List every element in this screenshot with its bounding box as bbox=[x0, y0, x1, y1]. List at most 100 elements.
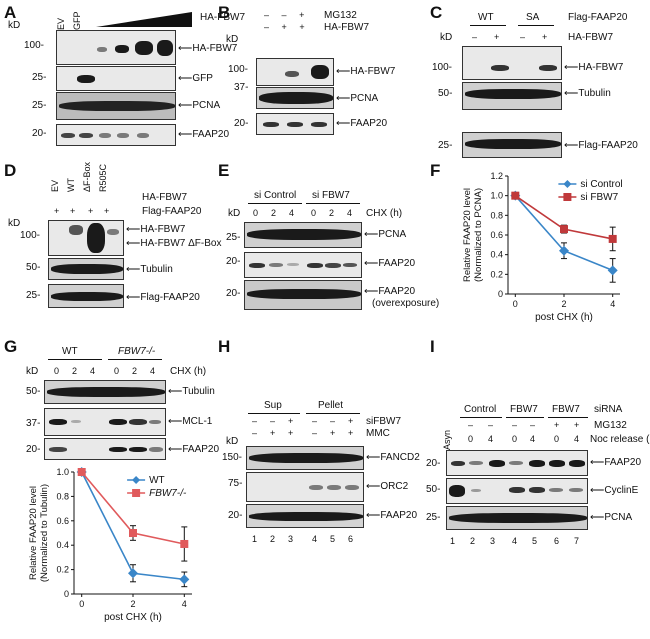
row-label: HA-FBW7 bbox=[568, 32, 613, 43]
marker: 75- bbox=[228, 478, 243, 489]
band-label: ⟵FAAP20 bbox=[178, 129, 230, 140]
data-point bbox=[77, 468, 86, 476]
marker: 25- bbox=[32, 100, 47, 111]
panel-label: B bbox=[218, 3, 231, 22]
band-label: ⟵CyclinE bbox=[590, 485, 639, 496]
titration-wedge bbox=[96, 12, 192, 27]
marker: 25- bbox=[426, 512, 441, 523]
kd-label: kD bbox=[226, 436, 239, 447]
band-label: ⟵Tubulin bbox=[126, 264, 173, 275]
panel-label: F bbox=[430, 161, 441, 180]
legend-marker bbox=[132, 489, 141, 497]
marker: 100- bbox=[228, 64, 249, 75]
band-label: ⟵MCL-1 bbox=[168, 416, 213, 427]
blot-gfp bbox=[56, 66, 176, 91]
band-label: ⟵PCNA bbox=[336, 93, 379, 104]
sign-row: – – + bbox=[264, 10, 305, 20]
y-tick-label: 0.2 bbox=[56, 565, 69, 575]
blot-mcl1 bbox=[44, 408, 166, 436]
band-label: ⟵Flag-FAAP20 bbox=[564, 140, 638, 151]
y-tick-label: 0.4 bbox=[490, 250, 503, 260]
blot-faap20 bbox=[56, 124, 176, 146]
band-label: ⟵HA-FBW7 bbox=[564, 62, 624, 73]
data-point bbox=[128, 568, 138, 579]
kd-label: kD bbox=[8, 20, 21, 31]
blot-flag-faap20 bbox=[48, 284, 124, 308]
data-point bbox=[607, 265, 618, 276]
lane-label: EV bbox=[56, 17, 66, 30]
sign-row: – + + bbox=[264, 22, 305, 32]
blot-pcna bbox=[446, 506, 588, 530]
marker: 50- bbox=[426, 484, 441, 495]
band-label: ⟵HA-FBW7 bbox=[178, 43, 238, 54]
lane-label: R505C bbox=[98, 163, 108, 192]
legend-label: si Control bbox=[580, 179, 622, 190]
marker: 50- bbox=[438, 88, 453, 99]
group-row-label: siRNA bbox=[594, 404, 623, 415]
blot-ha-fbw7 bbox=[256, 58, 334, 86]
band-label: ⟵FAAP20 bbox=[366, 510, 418, 521]
blot-tubulin bbox=[44, 380, 166, 404]
marker: 25- bbox=[438, 140, 453, 151]
blot-ha-fbw7 bbox=[56, 30, 176, 65]
legend-label: si FBW7 bbox=[580, 192, 618, 203]
marker: 37- bbox=[234, 82, 249, 93]
y-axis-label: Relative FAAP20 level bbox=[28, 486, 39, 580]
marker: 100- bbox=[24, 40, 45, 51]
data-point bbox=[608, 234, 617, 243]
marker: 20- bbox=[226, 256, 241, 267]
band-label: ⟵HA-FBW7 ΔF-Box bbox=[126, 238, 222, 249]
row-label: MG132 bbox=[594, 420, 627, 431]
band-label: ⟵PCNA bbox=[364, 229, 407, 240]
data-point bbox=[180, 539, 189, 548]
lane-label: WT bbox=[66, 178, 76, 192]
y-tick-label: 0 bbox=[64, 589, 69, 599]
group-label: FBW7 bbox=[552, 404, 580, 415]
panel-label: A bbox=[4, 3, 17, 22]
marker: 50- bbox=[26, 262, 41, 273]
blot-faap20-overexposure bbox=[244, 280, 362, 310]
band-label: ⟵Tubulin bbox=[168, 386, 215, 397]
x-tick-label: 0 bbox=[79, 599, 84, 609]
blot-ha-fbw7 bbox=[462, 46, 562, 80]
band-label: ⟵HA-FBW7 bbox=[126, 224, 186, 235]
time-label: CHX (h) bbox=[170, 366, 207, 377]
marker: 150- bbox=[222, 452, 243, 463]
band-label: ⟵FAAP20 bbox=[364, 258, 416, 269]
data-point bbox=[179, 574, 190, 585]
marker: 100- bbox=[432, 62, 453, 73]
marker: 20- bbox=[226, 288, 241, 299]
legend-label: WT bbox=[149, 475, 165, 486]
panel-label: C bbox=[430, 3, 443, 22]
x-axis-label: post CHX (h) bbox=[535, 312, 593, 323]
panel-label: D bbox=[4, 161, 17, 180]
legend-label: FBW7-/- bbox=[149, 488, 187, 499]
group-label: si FBW7 bbox=[312, 190, 350, 201]
x-tick-label: 2 bbox=[130, 599, 135, 609]
col-label: HA-FBW7 bbox=[142, 192, 187, 203]
group-label: Control bbox=[464, 404, 497, 415]
blot-faap20 bbox=[44, 438, 166, 460]
band-label: ⟵GFP bbox=[178, 73, 213, 84]
band-label: ⟵PCNA bbox=[178, 100, 221, 111]
marker: 20- bbox=[26, 444, 41, 455]
y-tick-label: 0 bbox=[498, 289, 503, 299]
marker: 50- bbox=[26, 386, 41, 397]
marker: 37- bbox=[26, 418, 41, 429]
y-axis-label-sub: (Normalized to PCNA) bbox=[473, 188, 484, 282]
blot-pcna bbox=[56, 92, 176, 120]
panel-label: G bbox=[4, 337, 18, 356]
kd-label: kD bbox=[8, 218, 21, 229]
marker: 25- bbox=[226, 232, 241, 243]
y-tick-label: 0.8 bbox=[490, 210, 503, 220]
lane-label: EV bbox=[50, 179, 60, 192]
group-label: SA bbox=[526, 12, 540, 23]
kd-label: kD bbox=[228, 208, 241, 219]
group-label: FBW7-/- bbox=[118, 346, 156, 357]
data-point bbox=[559, 245, 569, 256]
band-label: ⟵PCNA bbox=[590, 512, 633, 523]
group-label: Pellet bbox=[318, 400, 344, 411]
y-axis-label-sub: (Normalized to Tubulin) bbox=[39, 484, 50, 582]
marker: 25- bbox=[26, 290, 41, 301]
row-label: MMC bbox=[366, 428, 390, 439]
